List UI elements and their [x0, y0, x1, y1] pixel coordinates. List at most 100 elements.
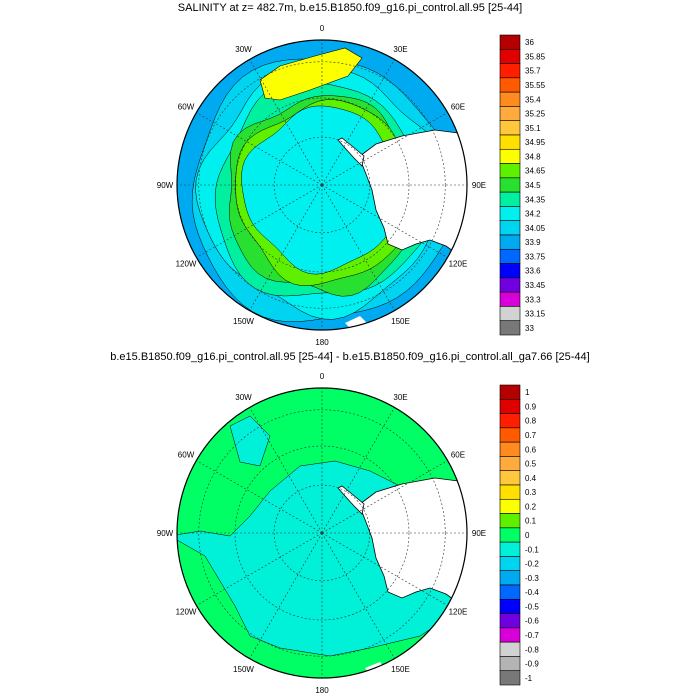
meridian-line [196, 112, 323, 186]
panel1-title: SALINITY at z= 482.7m, b.e15.B1850.f09_g… [177, 2, 523, 14]
meridian-line [321, 407, 395, 534]
colorbar-label: 36 [525, 38, 534, 47]
colorbar-label: 0.1 [525, 517, 537, 526]
colorbar-label: 35.25 [525, 110, 546, 119]
colorbar-label: 33.75 [525, 252, 546, 261]
difference-polar-map: 0 30E 60E 90E 120E 150E 180 150W 120W 90W 60W 30W [157, 372, 486, 695]
meridian-line [249, 184, 323, 311]
colorbar-label: -0.5 [525, 602, 539, 611]
difference-colorbar: 1 0.9 0.8 0.7 0.6 0.5 0.4 0.3 0.2 0.1 0 -0.1 -0.2 -0.… [499, 384, 539, 686]
colorbar-box [499, 206, 521, 222]
meridian-line [321, 59, 395, 186]
colorbar-box [499, 413, 521, 429]
meridian-line [196, 532, 323, 606]
colorbar-box [499, 627, 521, 643]
colorbar-label: 35.4 [525, 95, 541, 104]
meridian-line [321, 112, 448, 186]
colorbar-box [499, 584, 521, 600]
meridian-line [321, 532, 448, 606]
colorbar-label: 0.6 [525, 445, 537, 454]
colorbar-label: 1 [525, 388, 530, 397]
longitude-label: 60W [178, 451, 195, 460]
longitude-label: 150W [233, 317, 254, 326]
colorbar-box [499, 248, 521, 264]
longitude-label: 0 [320, 24, 325, 33]
longitude-label: 90W [157, 529, 174, 538]
colorbar-box [499, 670, 521, 686]
meridian-line [249, 59, 323, 186]
colorbar-box [499, 513, 521, 529]
latitude-circle [234, 445, 410, 621]
colorbar-label: 33.9 [525, 238, 541, 247]
colorbar-box [499, 427, 521, 443]
colorbar-box [499, 177, 521, 193]
colorbar-label: -0.2 [525, 560, 539, 569]
colorbar-box [499, 541, 521, 557]
colorbar-box [499, 656, 521, 672]
map-boundary [176, 39, 468, 331]
salinity-polar-map: 0 30E 60E 90E 120E 150E 180 150W 120W 90W 60W 30W [157, 24, 486, 347]
colorbar-box [499, 263, 521, 279]
meridian-line [249, 532, 323, 659]
longitude-label: 60E [451, 451, 465, 460]
colorbar-label: 33 [525, 324, 534, 333]
longitude-label: 150E [391, 665, 410, 674]
longitude-label: 60W [178, 103, 195, 112]
longitude-label: 0 [320, 372, 325, 381]
antarctica-landmass [359, 129, 467, 269]
longitude-label: 60E [451, 103, 465, 112]
colorbar-label: 33.45 [525, 281, 546, 290]
meridian-line [249, 407, 323, 534]
colorbar-label: -0.8 [525, 645, 539, 654]
south-america-tip [177, 435, 186, 499]
longitude-label: 30E [393, 393, 407, 402]
colorbar-box [499, 191, 521, 207]
colorbar-box [499, 34, 521, 50]
meridian-line [321, 532, 395, 659]
colorbar-label: 0.8 [525, 417, 537, 426]
colorbar-label: 33.6 [525, 267, 541, 276]
colorbar-box [499, 641, 521, 657]
colorbar-label: 35.55 [525, 81, 546, 90]
south-america-tip [177, 87, 186, 151]
colorbar-box [499, 63, 521, 79]
longitude-label: 120W [176, 260, 197, 269]
latitude-circle [198, 409, 446, 657]
colorbar-box [499, 556, 521, 572]
colorbar-box [499, 134, 521, 150]
colorbar-label: 0.7 [525, 431, 537, 440]
colorbar-label: 0.3 [525, 488, 537, 497]
longitude-label: 30W [235, 45, 252, 54]
high-salinity-patch [259, 47, 363, 101]
colorbar-label: 35.85 [525, 52, 546, 61]
colorbar-label: 34.5 [525, 181, 541, 190]
colorbar-label: -0.3 [525, 574, 539, 583]
colorbar-label: 34.05 [525, 224, 546, 233]
colorbar-label: 33.15 [525, 310, 546, 319]
longitude-label: 90E [472, 529, 486, 538]
colorbar-box [499, 148, 521, 164]
meridian-line [321, 184, 395, 311]
colorbar-label: 0.9 [525, 402, 537, 411]
colorbar-label: -0.7 [525, 631, 539, 640]
meridian-line [321, 184, 448, 258]
longitude-label: 150E [391, 317, 410, 326]
longitude-label: 120E [449, 608, 468, 617]
colorbar-box [499, 570, 521, 586]
colorbar-label: 35.7 [525, 67, 541, 76]
colorbar-label: -1 [525, 674, 533, 683]
colorbar-box [499, 120, 521, 136]
colorbar-label: 34.65 [525, 167, 546, 176]
colorbar-box [499, 613, 521, 629]
colorbar-box [499, 484, 521, 500]
colorbar-box [499, 48, 521, 64]
panel2-title: b.e15.B1850.f09_g16.pi_control.all.95 [2… [110, 351, 590, 363]
colorbar-label: 34.8 [525, 152, 541, 161]
map-boundary [176, 387, 468, 679]
colorbar-label: -0.9 [525, 660, 539, 669]
ocean-field [177, 40, 467, 330]
colorbar-box [499, 470, 521, 486]
colorbar-box [499, 220, 521, 236]
colorbar-box [499, 77, 521, 93]
latitude-circle [198, 61, 446, 309]
